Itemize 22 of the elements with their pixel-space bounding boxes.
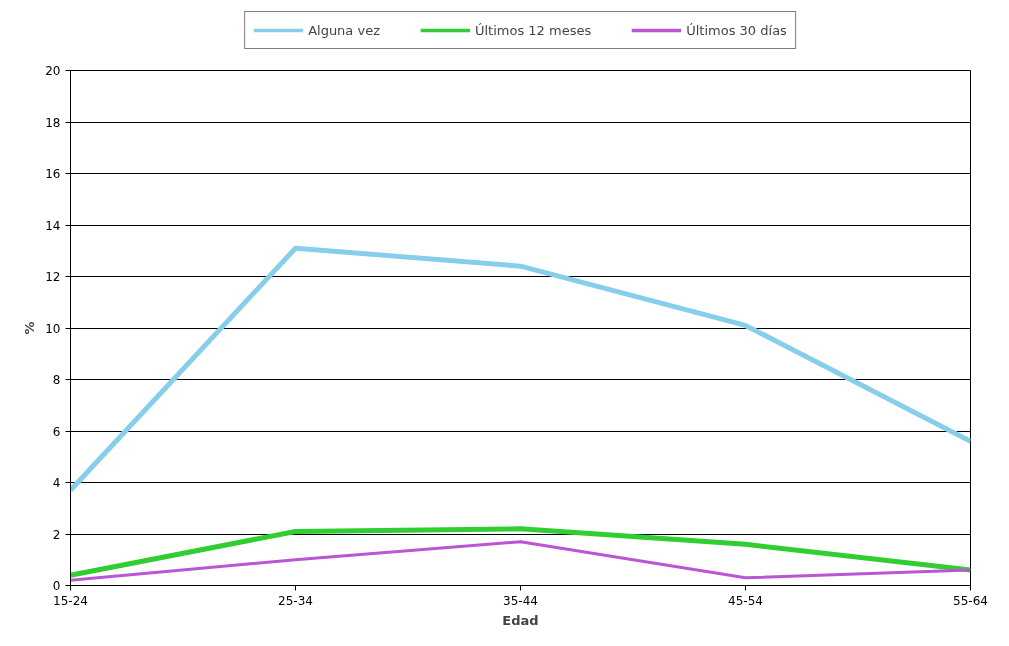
legend-label: Últimos 30 días [686,22,787,38]
x-tick-label: 15-24 [53,593,88,608]
y-tick-label: 8 [52,373,61,387]
y-tick-label: 2 [52,527,61,542]
y-tick-label: 4 [52,476,61,490]
legend-label: Últimos 12 meses [474,22,592,38]
y-axis-title: % [22,321,38,335]
y-tick-label: 14 [45,218,61,233]
x-tick-label: 25-34 [278,593,313,608]
x-tick-label: 55-64 [953,593,988,608]
y-tick-label: 18 [45,115,61,130]
y-tick-label: 12 [45,270,61,284]
legend-label: Alguna vez [308,22,380,38]
x-tick-label: 45-54 [728,593,763,608]
x-tick-label: 35-44 [503,593,538,608]
x-axis-title: Edad [502,612,539,628]
y-tick-label: 10 [45,321,61,336]
line-series [70,540,971,582]
y-tick-label: 0 [52,579,61,593]
y-tick-label: 6 [52,424,61,439]
y-tick-label: 20 [45,64,61,78]
y-tick-label: 16 [45,167,61,181]
